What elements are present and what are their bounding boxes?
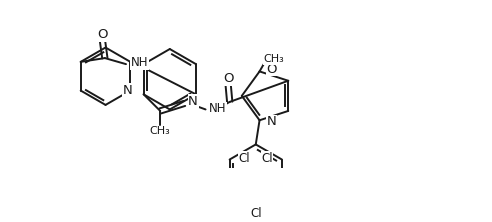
Text: Cl: Cl	[261, 152, 273, 165]
Text: N: N	[188, 95, 198, 108]
Text: Cl: Cl	[250, 207, 262, 220]
Text: N: N	[123, 84, 132, 97]
Text: O: O	[223, 72, 234, 85]
Text: CH₃: CH₃	[150, 126, 171, 136]
Text: NH: NH	[130, 56, 148, 69]
Text: O: O	[97, 28, 108, 41]
Text: O: O	[266, 63, 277, 76]
Text: Cl: Cl	[239, 152, 250, 165]
Text: N: N	[266, 115, 276, 128]
Text: CH₃: CH₃	[263, 54, 284, 64]
Text: NH: NH	[209, 102, 227, 115]
